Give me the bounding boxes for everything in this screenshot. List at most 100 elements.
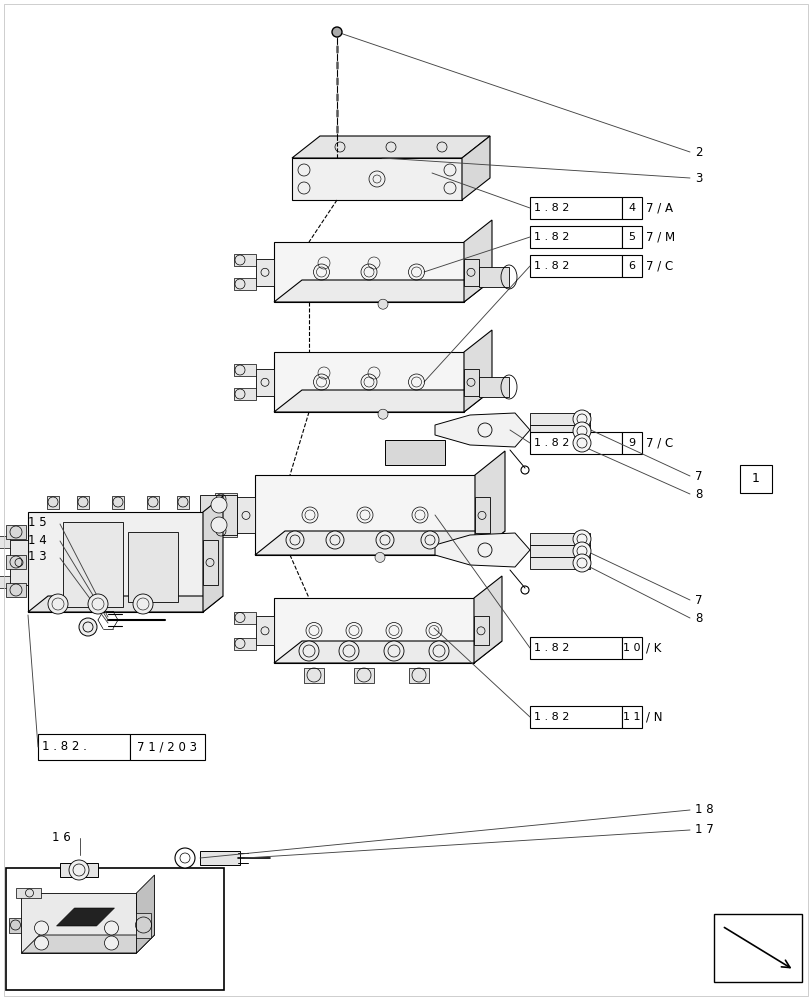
Text: 1 . 8 2: 1 . 8 2 [534, 643, 569, 653]
Polygon shape [474, 451, 504, 555]
Polygon shape [136, 913, 152, 938]
Bar [530, 255, 621, 277]
Polygon shape [234, 638, 255, 650]
Text: 1 . 8 2: 1 . 8 2 [534, 712, 569, 722]
Polygon shape [463, 330, 491, 412]
Ellipse shape [375, 531, 393, 549]
Polygon shape [435, 413, 530, 447]
Bar [621, 226, 642, 248]
Text: 7 1 / 2 0 3: 7 1 / 2 0 3 [137, 740, 197, 754]
Text: 4: 4 [628, 203, 635, 213]
Text: 7 / M: 7 / M [646, 231, 674, 243]
Ellipse shape [211, 517, 227, 533]
Ellipse shape [420, 531, 439, 549]
Ellipse shape [375, 552, 384, 562]
Polygon shape [530, 545, 590, 557]
Polygon shape [215, 525, 237, 537]
Text: 3: 3 [694, 172, 702, 185]
Ellipse shape [69, 860, 89, 880]
Polygon shape [60, 863, 98, 877]
Text: 9: 9 [628, 438, 635, 448]
Ellipse shape [211, 497, 227, 513]
Polygon shape [6, 525, 26, 539]
Polygon shape [530, 437, 590, 449]
Polygon shape [10, 540, 28, 585]
Bar [530, 637, 621, 659]
Polygon shape [0, 576, 10, 588]
Bar [621, 197, 642, 219]
Ellipse shape [105, 936, 118, 950]
Polygon shape [474, 497, 489, 533]
Polygon shape [273, 352, 463, 412]
Ellipse shape [573, 434, 590, 452]
Polygon shape [461, 136, 489, 200]
Ellipse shape [573, 542, 590, 560]
Bar [530, 197, 621, 219]
Polygon shape [234, 388, 255, 400]
Polygon shape [354, 668, 374, 683]
Text: 6: 6 [628, 261, 635, 271]
Polygon shape [292, 158, 461, 200]
Text: 1 1: 1 1 [623, 712, 640, 722]
Polygon shape [303, 668, 324, 683]
Bar [621, 706, 642, 728]
Bar [38, 734, 130, 760]
Ellipse shape [378, 299, 388, 309]
Polygon shape [530, 425, 590, 437]
Polygon shape [6, 583, 26, 597]
Polygon shape [21, 935, 154, 953]
Bar [530, 432, 621, 454]
Ellipse shape [34, 921, 49, 935]
Polygon shape [63, 522, 122, 607]
Polygon shape [6, 555, 26, 569]
Polygon shape [409, 668, 428, 683]
Polygon shape [234, 254, 255, 266]
Ellipse shape [285, 531, 303, 549]
Ellipse shape [384, 641, 404, 661]
Polygon shape [384, 440, 444, 465]
Polygon shape [474, 576, 501, 663]
Polygon shape [478, 377, 508, 397]
Ellipse shape [338, 641, 358, 661]
Polygon shape [28, 596, 223, 612]
Ellipse shape [79, 618, 97, 636]
Polygon shape [237, 497, 255, 533]
Ellipse shape [573, 554, 590, 572]
Polygon shape [77, 496, 89, 509]
Polygon shape [478, 267, 508, 287]
Polygon shape [0, 536, 10, 548]
Text: 7 / C: 7 / C [646, 436, 672, 450]
Bar [530, 706, 621, 728]
Text: 1 3: 1 3 [28, 550, 46, 564]
Text: 8: 8 [694, 611, 702, 624]
Polygon shape [463, 220, 491, 302]
Polygon shape [112, 496, 124, 509]
Ellipse shape [48, 594, 68, 614]
Text: 1 8: 1 8 [694, 803, 713, 816]
Polygon shape [136, 875, 154, 953]
Ellipse shape [428, 641, 448, 661]
Polygon shape [57, 908, 114, 926]
Polygon shape [474, 616, 488, 645]
Text: 1 . 8 2 .: 1 . 8 2 . [42, 740, 87, 754]
Ellipse shape [573, 422, 590, 440]
Ellipse shape [378, 409, 388, 419]
Polygon shape [215, 493, 237, 505]
Text: 1 7: 1 7 [694, 823, 713, 836]
Ellipse shape [325, 531, 344, 549]
Polygon shape [463, 369, 478, 396]
Bar [130, 734, 204, 760]
Bar [621, 432, 642, 454]
Polygon shape [234, 364, 255, 376]
Polygon shape [273, 280, 491, 302]
Bar [713, 914, 801, 982]
Text: 8: 8 [694, 488, 702, 500]
Ellipse shape [175, 848, 195, 868]
Text: 2: 2 [694, 146, 702, 159]
Polygon shape [203, 496, 223, 612]
Bar [739, 465, 771, 493]
Polygon shape [234, 611, 255, 624]
Ellipse shape [573, 410, 590, 428]
Text: 1 . 8 2: 1 . 8 2 [534, 261, 569, 271]
Text: 1 6: 1 6 [52, 831, 71, 844]
